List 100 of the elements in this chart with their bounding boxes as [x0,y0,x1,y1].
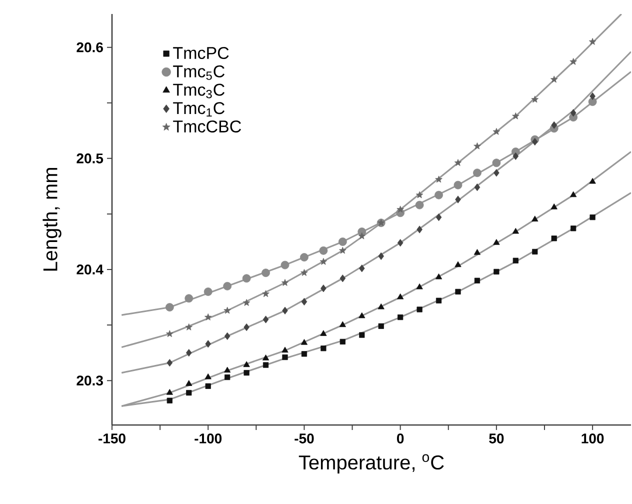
point [166,398,172,404]
x-tick-label: -150 [98,434,126,444]
point [262,316,269,324]
point [551,121,558,129]
y-tick-label: 20.6 [76,42,103,52]
point [185,323,193,330]
point [436,213,442,222]
x-tick-label: -100 [194,434,222,444]
point [186,390,192,396]
point [358,232,366,240]
x-tick-label: 100 [582,434,604,444]
point [301,351,308,357]
point [416,283,423,290]
point [280,260,290,270]
x-tick-label: 0 [396,434,404,444]
point [474,183,480,192]
point [474,142,481,150]
point [435,273,442,280]
point [454,261,462,268]
point [512,152,519,160]
point [570,191,577,198]
point [532,138,538,146]
point [262,362,269,368]
point [166,388,173,395]
point [493,239,500,245]
y-tick-label: 20.5 [76,153,104,164]
point [224,332,230,340]
point [590,214,596,220]
point [242,274,251,283]
y-axis-title: Length, mm [42,168,62,271]
point [300,253,308,262]
point [512,258,518,264]
legend-label: TmcPC [173,46,229,60]
point [494,268,500,275]
point [339,246,346,254]
point [436,298,442,304]
point [570,109,576,117]
point [378,303,384,310]
x-tick-label: 50 [489,434,504,444]
point [551,236,557,242]
point [166,330,174,338]
point [358,312,366,318]
point [243,361,250,368]
point [434,190,443,200]
point [300,339,308,345]
legend-label: TmcCBC [173,120,242,132]
point [378,252,384,260]
point [416,306,422,312]
point [244,323,250,332]
point [570,226,576,232]
point [473,168,482,178]
point [300,269,308,276]
point [320,284,326,292]
point [474,278,480,284]
point [224,306,231,314]
point [378,323,384,329]
point [282,346,288,353]
y-tick-label: 20.3 [76,376,103,386]
point [512,228,519,234]
point [474,249,481,255]
point [512,112,520,120]
point [397,293,404,300]
point [550,203,558,210]
point [262,268,270,278]
point [435,176,442,183]
point [223,282,232,290]
point [262,354,270,360]
point [532,216,538,222]
point [398,314,404,320]
legend-label: Tmc$_{5}$C [173,65,225,80]
point [244,370,250,376]
x-tick-label: -50 [294,434,314,444]
point [165,303,174,312]
point [570,58,577,65]
point [590,92,596,100]
point [204,313,212,320]
point [397,239,404,247]
point [338,238,347,246]
point [340,338,346,344]
point [494,169,500,177]
point [166,358,173,367]
legend-label: Tmc$_{3}$C [173,84,225,98]
point [454,159,462,166]
point [281,279,289,286]
point [358,264,365,272]
point [455,196,461,204]
point [205,383,211,389]
y-tick-label: 20.4 [76,264,104,274]
point [224,366,231,373]
point [455,288,461,294]
point [204,288,212,296]
point [319,246,328,255]
point [205,340,212,348]
legend-label: Tmc$_{1}$C [173,102,225,117]
point [416,226,422,234]
point [186,348,192,357]
point [184,294,194,303]
point [359,332,365,338]
point [186,380,192,386]
point [550,76,558,83]
